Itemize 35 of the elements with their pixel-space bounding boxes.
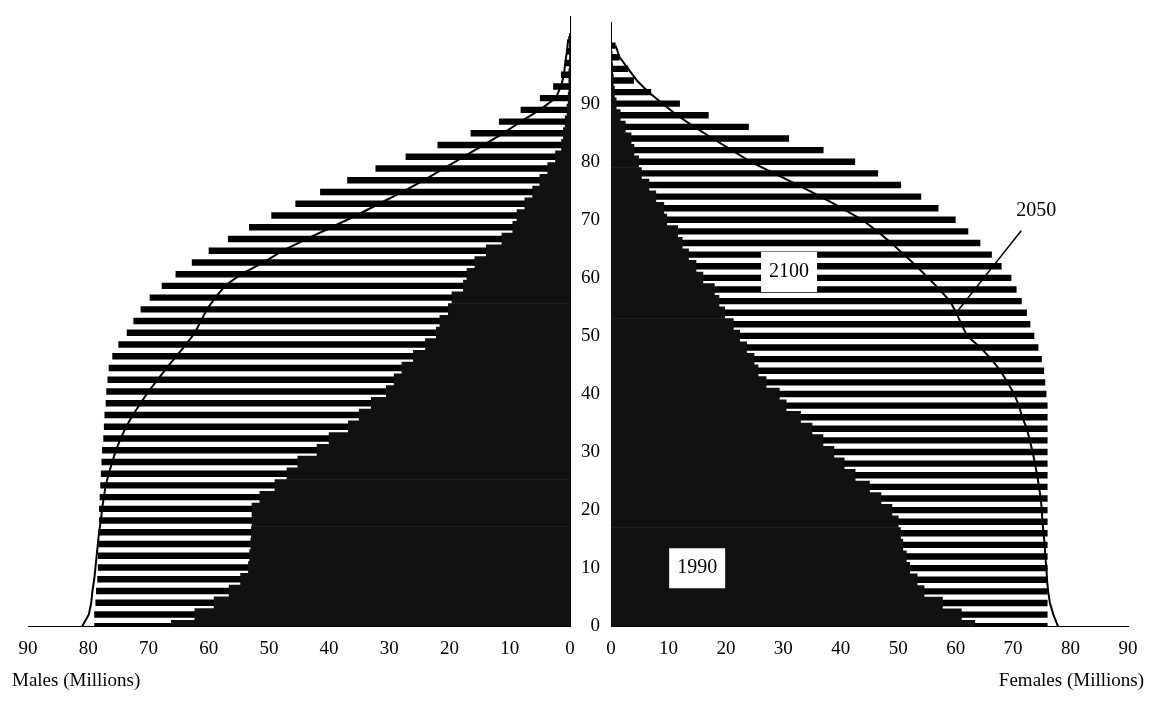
x-tick-label: 90 (1118, 636, 1138, 658)
y-tick-label: 60 (581, 265, 600, 287)
x-tick-label: 60 (946, 636, 966, 658)
x-tick-label: 80 (78, 636, 98, 658)
y-tick-label: 30 (581, 440, 600, 462)
x-tick-label: 10 (500, 636, 520, 658)
annotation: 2100 (769, 259, 810, 282)
x-tick-label: 10 (658, 636, 678, 658)
x-tick-label: 30 (773, 636, 793, 658)
y-tick-label: 0 (590, 614, 600, 636)
x-tick-label: 50 (259, 636, 279, 658)
x-tick-label: 20 (716, 636, 736, 658)
annotation: 1990 (677, 555, 718, 578)
x-tick-label: 90 (18, 636, 38, 658)
y-tick-label: 90 (581, 91, 600, 113)
x-axis-title: Males (Millions) (11, 668, 142, 691)
x-tick-label: 20 (440, 636, 460, 658)
y-tick-label: 40 (581, 381, 600, 403)
x-tick-label: 70 (1003, 636, 1023, 658)
x-tick-label: 80 (1061, 636, 1081, 658)
x-tick-label: 0 (606, 636, 616, 658)
x-tick-label: 60 (199, 636, 219, 658)
x-tick-label: 50 (888, 636, 908, 658)
x-tick-label: 70 (138, 636, 158, 658)
x-tick-label: 40 (319, 636, 339, 658)
x-tick-label: 30 (379, 636, 399, 658)
x-axis-title: Females (Millions) (997, 668, 1145, 691)
y-tick-label: 20 (581, 498, 600, 520)
x-tick-label: 0 (565, 636, 575, 658)
y-tick-label: 10 (581, 556, 600, 578)
y-tick-label: 80 (581, 149, 600, 171)
text: 2050 (1016, 197, 1057, 220)
y-tick-label: 70 (581, 207, 600, 229)
x-tick-label: 40 (831, 636, 851, 658)
y-tick-label: 50 (581, 323, 600, 345)
